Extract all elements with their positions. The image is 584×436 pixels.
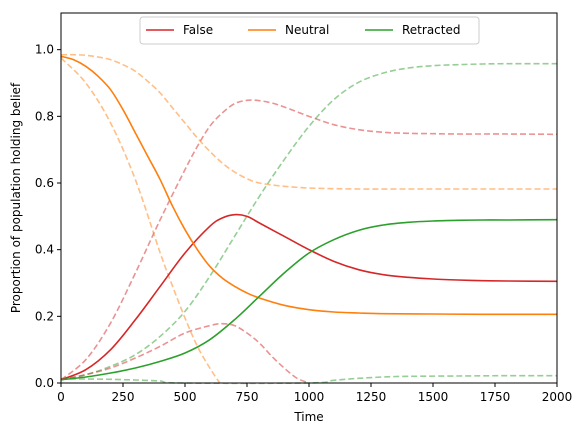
- x-tick-label: 250: [112, 390, 135, 404]
- x-tick-label: 0: [57, 390, 65, 404]
- y-tick-label: 0.4: [35, 243, 54, 257]
- y-tick-label: 0.0: [35, 376, 54, 390]
- y-tick-label: 1.0: [35, 43, 54, 57]
- dashed-series-line-6: [61, 376, 557, 384]
- legend-label-neutral: Neutral: [285, 23, 329, 37]
- dashed-series-line-3: [61, 64, 557, 380]
- dashed-series-line-1: [61, 100, 557, 380]
- legend-label-retracted: Retracted: [402, 23, 460, 37]
- dashed-series-line-2: [61, 55, 557, 189]
- series-line-retracted: [61, 220, 557, 380]
- legend-items: False Neutral Retracted: [146, 23, 460, 37]
- x-tick-label: 500: [174, 390, 197, 404]
- x-tick-label: 2000: [542, 390, 573, 404]
- x-tick-label: 1500: [418, 390, 449, 404]
- x-axis-ticks: 0 250 500 750 1000 1250 1500 1750 2000: [57, 383, 572, 404]
- series-layer: [61, 55, 557, 384]
- x-tick-label: 750: [236, 390, 259, 404]
- plot-frame: [61, 13, 557, 383]
- legend-label-false: False: [183, 23, 213, 37]
- y-tick-label: 0.2: [35, 309, 54, 323]
- series-line-neutral: [61, 56, 557, 314]
- y-axis-label: Proportion of population holding belief: [9, 82, 23, 313]
- dashed-series-line-4: [61, 58, 220, 383]
- legend: False Neutral Retracted: [140, 17, 479, 44]
- x-tick-label: 1000: [294, 390, 325, 404]
- x-axis-label: Time: [293, 410, 323, 424]
- y-tick-label: 0.6: [35, 176, 54, 190]
- series-line-false: [61, 215, 557, 380]
- x-tick-label: 1750: [480, 390, 511, 404]
- x-tick-label: 1250: [356, 390, 387, 404]
- y-tick-label: 0.8: [35, 109, 54, 123]
- y-axis-ticks: 0.0 0.2 0.4 0.6 0.8 1.0: [35, 43, 61, 390]
